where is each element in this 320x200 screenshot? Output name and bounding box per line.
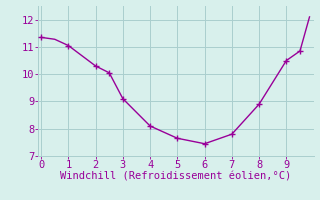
X-axis label: Windchill (Refroidissement éolien,°C): Windchill (Refroidissement éolien,°C) xyxy=(60,172,292,182)
